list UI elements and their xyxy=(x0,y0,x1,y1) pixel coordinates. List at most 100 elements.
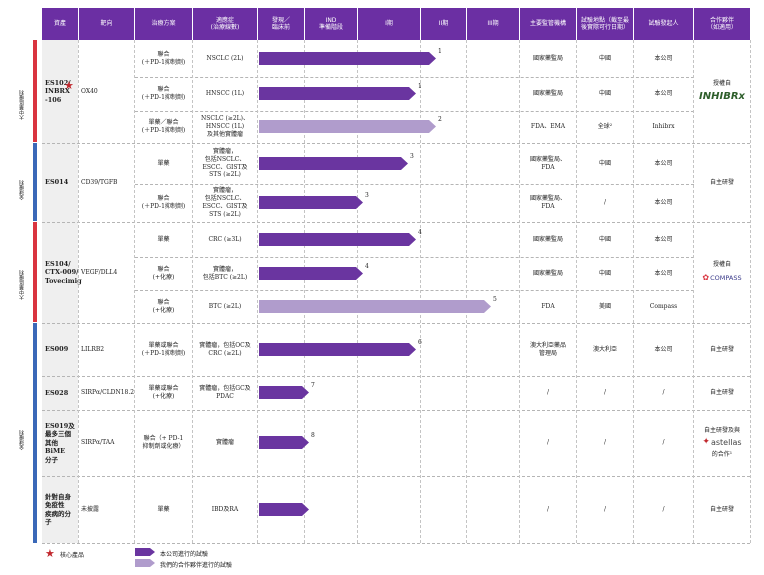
indication-cell: IBD及RA xyxy=(211,505,239,513)
indication-cell: HNSCC (1L) xyxy=(205,90,245,98)
indication-cell: 實體瘤，包括OC及 CRC (≥2L) xyxy=(199,341,251,357)
regimen-cell: 單藥 xyxy=(157,159,170,167)
sponsor-cell: / xyxy=(662,439,665,447)
header-phase3: III期 xyxy=(467,8,519,40)
trial-footnote-number: 6 xyxy=(418,339,422,346)
core-star-icon: ★ xyxy=(64,79,74,92)
header-phase2: II期 xyxy=(421,8,466,40)
region-cell: 中國 xyxy=(598,90,611,98)
header-regimen: 治療方案 xyxy=(135,8,192,40)
sponsor-cell: 本公司 xyxy=(654,269,673,277)
side-bar-greater-china xyxy=(33,222,37,322)
trial-footnote-number: 4 xyxy=(365,263,369,270)
sponsor-cell: 本公司 xyxy=(654,235,673,243)
asset-target: SIRPα/CLDN18.2 xyxy=(81,389,135,397)
region-cell: 中國 xyxy=(598,159,611,167)
trial-footnote-number: 2 xyxy=(438,116,442,123)
partner-cell: 授權自 ✿ COMPASS xyxy=(694,222,750,323)
regulator-cell: 澳大利亞藥品 管理局 xyxy=(529,341,566,357)
sponsor-cell: 本公司 xyxy=(654,345,673,353)
trial-progress-bar xyxy=(259,300,491,313)
indication-cell: 實體瘤， 包括NSCLC、 ESCC、GIST及 STS (≥2L) xyxy=(202,187,248,218)
trial-footnote-number: 7 xyxy=(311,382,315,389)
legend-core-label: 核心產品 xyxy=(60,552,85,559)
header-asset: 資產 xyxy=(42,8,78,40)
indication-cell: NSCLC (≥2L)、 HNSCC (1L) 及其他實體瘤 xyxy=(201,115,249,138)
regimen-cell: 單藥 xyxy=(157,235,170,243)
side-bar-global xyxy=(33,323,37,543)
partner-cell: 自主研發 xyxy=(709,505,734,513)
trial-progress-bar xyxy=(259,386,309,399)
sponsor-cell: 本公司 xyxy=(654,159,673,167)
asset-name: ES009 xyxy=(42,323,78,376)
regulator-cell: / xyxy=(546,439,550,447)
side-label: 全球權利 xyxy=(19,180,25,200)
header-target: 靶向 xyxy=(79,8,134,40)
regulator-cell: 國家藥監局、 FDA xyxy=(529,155,566,171)
trial-footnote-number: 1 xyxy=(438,48,442,55)
region-cell: / xyxy=(603,439,607,447)
header-discovery: 發現／ 臨床前 xyxy=(258,8,304,40)
compass-logo: ✿ COMPASS xyxy=(702,273,742,283)
side-label: 大中華區權利 xyxy=(19,90,25,120)
asset-name: ES019及 最多三個 其他BiME 分子 xyxy=(42,410,78,476)
header-regions: 試驗地點（截至最 後實際可行日期） xyxy=(577,8,633,40)
regulator-cell: 國家藥監局 xyxy=(532,54,563,62)
legend-own-bar xyxy=(135,548,155,556)
partner-cell: 自主研發 xyxy=(709,345,734,353)
partner-text: 授權自 xyxy=(712,261,731,269)
trial-progress-bar xyxy=(259,233,416,246)
region-cell: / xyxy=(603,505,607,513)
legend-star-icon: ★ xyxy=(45,547,55,560)
header-indication: 適應症 (治療線數) xyxy=(193,8,257,40)
trial-progress-bar xyxy=(259,503,309,516)
sponsor-cell: / xyxy=(662,505,665,513)
legend-own-label: 本公司進行的試驗 xyxy=(160,551,209,558)
partner-cell: 授權自 INHIBRx xyxy=(694,40,750,143)
partner-cell: 自主研發 xyxy=(709,389,734,397)
sponsor-cell: Inhibrx xyxy=(652,123,675,131)
indication-cell: BTC (≥2L) xyxy=(208,302,242,310)
legend-partner-label: 我們的合作夥伴進行的試驗 xyxy=(160,562,233,569)
trial-footnote-number: 1 xyxy=(418,83,422,90)
indication-cell: 實體瘤， 包括NSCLC、 ESCC、GIST及 STS (≥2L) xyxy=(202,147,248,179)
astellas-logo: ✦ astellas xyxy=(702,437,742,448)
regimen-cell: 聯合 (＋PD-1抑制劑) xyxy=(141,50,186,66)
regimen-cell: 單藥 xyxy=(157,505,170,513)
indication-cell: NSCLC (2L) xyxy=(206,54,244,62)
trial-progress-bar xyxy=(259,267,363,280)
side-label: 大中華區權利 xyxy=(19,270,25,300)
region-cell: / xyxy=(603,199,607,207)
sponsor-cell: 本公司 xyxy=(654,90,673,98)
regimen-cell: 單藥或聯合 (＋PD-1抑制劑) xyxy=(141,341,186,357)
regulator-cell: / xyxy=(546,505,550,513)
side-label: 全球權利 xyxy=(19,430,25,450)
trial-footnote-number: 4 xyxy=(418,229,422,236)
regulator-cell: 國家藥監局 xyxy=(532,235,563,243)
trial-progress-bar xyxy=(259,196,363,209)
region-cell: 美國 xyxy=(598,302,611,310)
asset-name: ES104/ CTX-009/ Tovecimig xyxy=(42,222,82,323)
partner-cell: 自主研發 xyxy=(709,178,734,186)
region-cell: 中國 xyxy=(598,269,611,277)
regimen-cell: 單藥／聯合 (＋PD-1抑制劑) xyxy=(141,119,186,134)
compass-icon: ✿ xyxy=(702,273,710,283)
asset-target: VEGF/DLL4 xyxy=(81,268,118,276)
header-sponsor: 試驗發起人 xyxy=(634,8,693,40)
indication-cell: CRC (≥3L) xyxy=(208,235,242,243)
regimen-cell: 聯合 (+化療) xyxy=(152,298,175,314)
partner-text: 自主研發及與 xyxy=(703,427,740,435)
trial-progress-bar xyxy=(259,157,408,170)
regulator-cell: 國家藥監局 xyxy=(532,90,563,98)
regimen-cell: 聯合 (＋PD-1抑制劑) xyxy=(141,86,186,101)
regimen-cell: 聯合 (+化療) xyxy=(152,265,175,281)
trial-progress-bar xyxy=(259,87,416,100)
trial-progress-bar xyxy=(259,120,436,133)
astellas-icon: ✦ xyxy=(702,437,710,448)
asset-target: 未披露 xyxy=(81,505,100,513)
regulator-cell: FDA xyxy=(541,302,555,310)
sponsor-cell: 本公司 xyxy=(654,199,673,207)
side-bar-global xyxy=(33,143,37,221)
trial-progress-bar xyxy=(259,343,416,356)
trial-progress-bar xyxy=(259,436,309,449)
